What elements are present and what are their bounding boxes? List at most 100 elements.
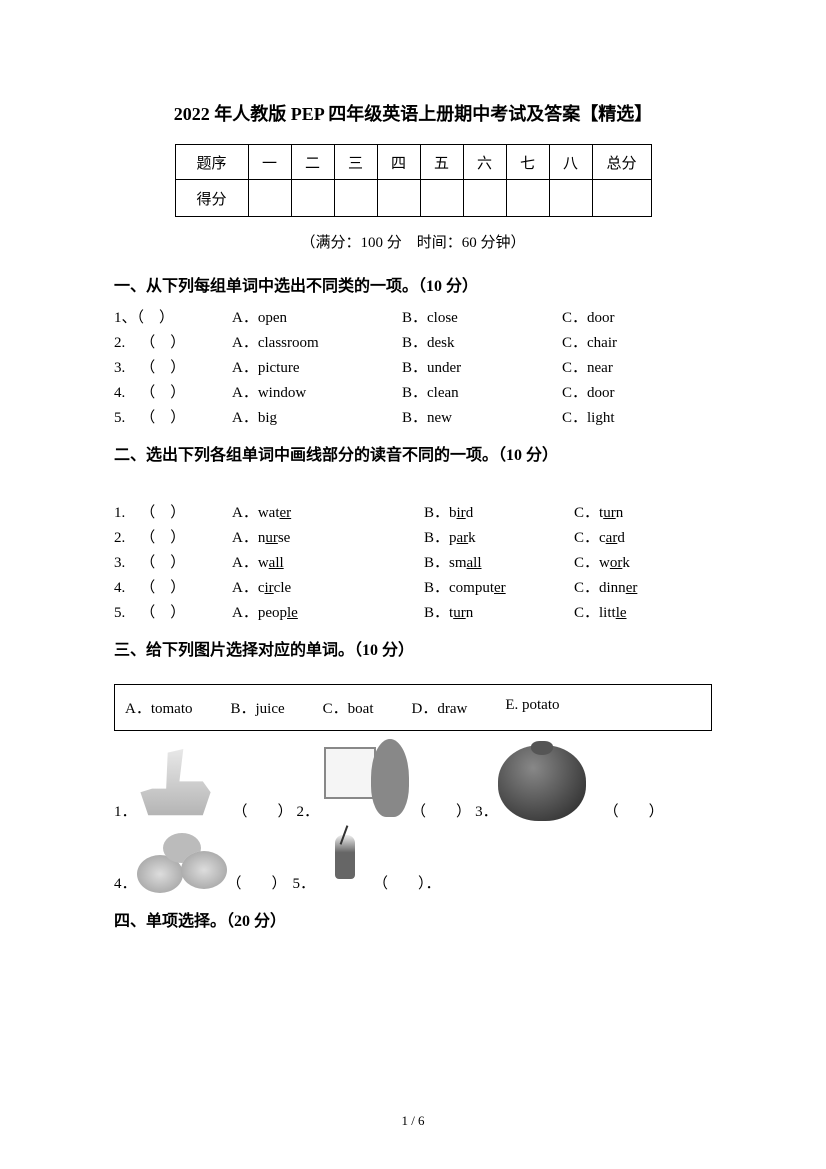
- q-num: 3. （ ）: [114, 551, 232, 572]
- q-opt-a: A．people: [232, 601, 424, 622]
- q-num: 4. （ ）: [114, 576, 232, 597]
- score-cell: [377, 180, 420, 217]
- q3-3-num: 3．: [475, 800, 498, 821]
- score-cell: [463, 180, 506, 217]
- option-d: D．draw: [412, 697, 468, 718]
- score-cell: [592, 180, 651, 217]
- q-opt-a: A．open: [232, 306, 402, 327]
- q-opt-c: C．little: [574, 601, 712, 622]
- q3-1-num: 1．: [114, 800, 137, 821]
- score-header: 五: [420, 145, 463, 180]
- q3-4-paren: （ ）: [227, 872, 287, 893]
- q-opt-c: C．turn: [574, 501, 712, 522]
- score-header: 总分: [592, 145, 651, 180]
- q-num: 1、（ ）: [114, 306, 232, 327]
- question-line: 3. （ ）A．wallB．smallC．work: [114, 551, 712, 572]
- option-b: B．juice: [231, 697, 285, 718]
- q-opt-b: B．desk: [402, 331, 562, 352]
- q-opt-c: C．light: [562, 406, 712, 427]
- option-a: A．tomato: [125, 697, 193, 718]
- q-opt-c: C．door: [562, 381, 712, 402]
- potato-icon: [137, 835, 227, 893]
- options-box: A．tomato B．juice C．boat D．draw E. potato: [114, 684, 712, 731]
- q-opt-a: A．window: [232, 381, 402, 402]
- q-num: 5. （ ）: [114, 406, 232, 427]
- question-line: 3. （ ）A．pictureB．underC．near: [114, 356, 712, 377]
- q-opt-b: B．bird: [424, 501, 574, 522]
- q-num: 2. （ ）: [114, 331, 232, 352]
- juice-icon: [315, 827, 373, 893]
- q-opt-a: A．water: [232, 501, 424, 522]
- score-cell: [334, 180, 377, 217]
- question-line: 4. （ ）A．circleB．computerC．dinner: [114, 576, 712, 597]
- section3-heading: 三、给下列图片选择对应的单词。（10 分）: [114, 636, 712, 660]
- exam-info: （满分：100 分 时间：60 分钟）: [114, 231, 712, 252]
- q-opt-a: A．picture: [232, 356, 402, 377]
- image-row-2: 4． （ ） 5． （ ）．: [114, 827, 712, 893]
- score-cell: [549, 180, 592, 217]
- q3-1-paren: （ ）: [233, 800, 293, 821]
- score-cell: [248, 180, 291, 217]
- q-opt-b: B．clean: [402, 381, 562, 402]
- q-opt-b: B．computer: [424, 576, 574, 597]
- q3-3-paren: （ ）: [604, 800, 664, 821]
- q-opt-a: A．circle: [232, 576, 424, 597]
- page-number: 1 / 6: [0, 1113, 826, 1129]
- q3-2-paren: （ ）: [411, 800, 471, 821]
- image-row-1: 1． （ ） 2． （ ） 3． （ ）: [114, 739, 712, 821]
- q-opt-a: A．wall: [232, 551, 424, 572]
- q-num: 4. （ ）: [114, 381, 232, 402]
- question-line: 5. （ ）A．peopleB．turnC．little: [114, 601, 712, 622]
- question-line: 1. （ ）A．waterB．birdC．turn: [114, 501, 712, 522]
- q-opt-c: C．card: [574, 526, 712, 547]
- q-opt-c: C．door: [562, 306, 712, 327]
- q-opt-a: A．classroom: [232, 331, 402, 352]
- q-opt-b: B．new: [402, 406, 562, 427]
- section2-heading: 二、选出下列各组单词中画线部分的读音不同的一项。（10 分）: [114, 441, 712, 465]
- question-line: 1、（ ）A．openB．closeC．door: [114, 306, 712, 327]
- q-num: 1. （ ）: [114, 501, 232, 522]
- score-cell: [420, 180, 463, 217]
- score-header: 六: [463, 145, 506, 180]
- page-title: 2022 年人教版 PEP 四年级英语上册期中考试及答案【精选】: [114, 100, 712, 126]
- option-e: E. potato: [505, 697, 559, 718]
- score-row-label: 得分: [175, 180, 248, 217]
- q-num: 5. （ ）: [114, 601, 232, 622]
- q-opt-b: B．under: [402, 356, 562, 377]
- q3-4-num: 4．: [114, 872, 137, 893]
- tomato-icon: [498, 745, 586, 821]
- question-line: 5. （ ）A．bigB．newC．light: [114, 406, 712, 427]
- q-opt-c: C．work: [574, 551, 712, 572]
- score-header: 八: [549, 145, 592, 180]
- q-opt-c: C．dinner: [574, 576, 712, 597]
- section1-heading: 一、从下列每组单词中选出不同类的一项。（10 分）: [114, 272, 712, 296]
- boat-icon: [137, 749, 215, 821]
- score-header: 四: [377, 145, 420, 180]
- q-num: 2. （ ）: [114, 526, 232, 547]
- q3-5-num: 5．: [293, 872, 316, 893]
- q-opt-a: A．nurse: [232, 526, 424, 547]
- question-line: 4. （ ）A．windowB．cleanC．door: [114, 381, 712, 402]
- q-num: 3. （ ）: [114, 356, 232, 377]
- score-cell: [291, 180, 334, 217]
- q-opt-b: B．park: [424, 526, 574, 547]
- option-c: C．boat: [323, 697, 374, 718]
- q-opt-b: B．close: [402, 306, 562, 327]
- q-opt-a: A．big: [232, 406, 402, 427]
- score-cell: [506, 180, 549, 217]
- q-opt-b: B．small: [424, 551, 574, 572]
- score-header: 一: [248, 145, 291, 180]
- score-header: 三: [334, 145, 377, 180]
- score-header: 二: [291, 145, 334, 180]
- question-line: 2. （ ）A．classroomB．deskC．chair: [114, 331, 712, 352]
- score-header: 题序: [175, 145, 248, 180]
- score-header: 七: [506, 145, 549, 180]
- q-opt-b: B．turn: [424, 601, 574, 622]
- section4-heading: 四、单项选择。（20 分）: [114, 907, 712, 931]
- score-table: 题序 一 二 三 四 五 六 七 八 总分 得分: [175, 144, 652, 217]
- q-opt-c: C．near: [562, 356, 712, 377]
- q3-5-paren: （ ）．: [373, 872, 441, 893]
- draw-icon: [319, 739, 411, 821]
- question-line: 2. （ ）A．nurseB．parkC．card: [114, 526, 712, 547]
- q3-2-num: 2．: [297, 800, 320, 821]
